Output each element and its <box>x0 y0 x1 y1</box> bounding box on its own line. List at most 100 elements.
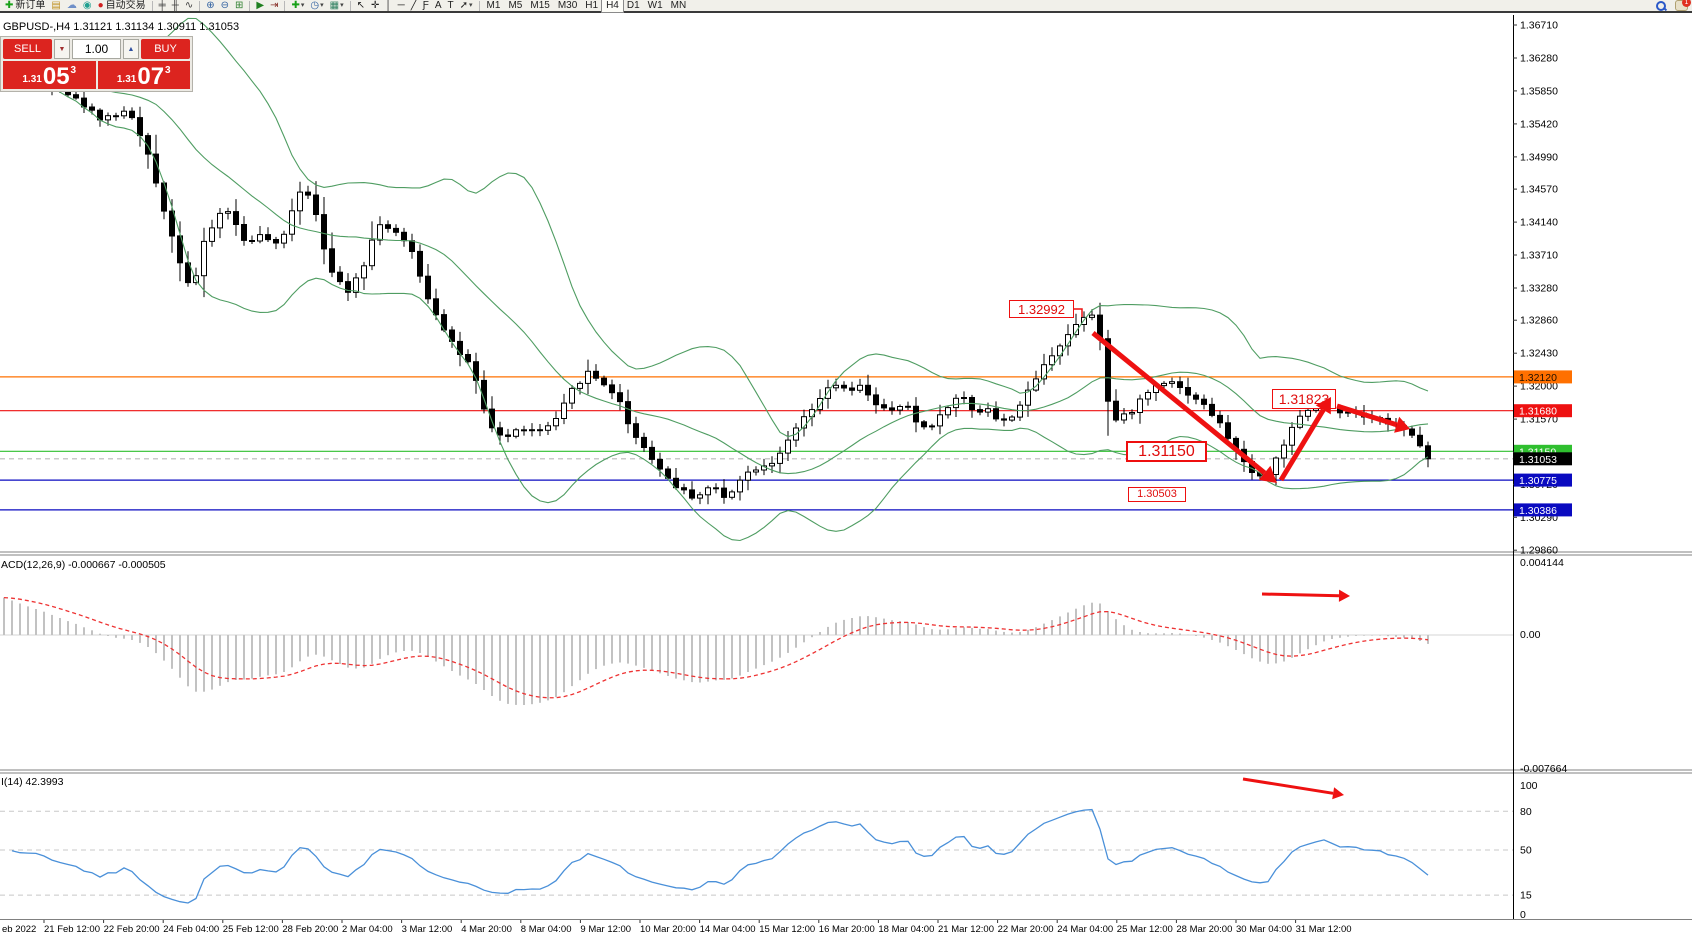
autotrade-button: ● <box>97 0 104 11</box>
price-axis[interactable]: 1.36710 1.36280 1.35850 1.35420 1.34990 1.345… <box>1513 15 1572 919</box>
sell-price-pip: 3 <box>70 65 77 76</box>
tile-windows-icon[interactable]: ⊞ <box>232 0 246 12</box>
price-tag-1.30775: 1.30775 <box>1514 473 1572 487</box>
svg-text:1.32120: 1.32120 <box>1519 372 1557 384</box>
sell-price-panel[interactable]: 1.31 05 3 <box>3 61 96 89</box>
svg-text:25 Mar 12:00: 25 Mar 12:00 <box>1117 924 1173 935</box>
trendline-icon[interactable]: ╱ <box>408 0 420 12</box>
templates-button: ▦ <box>329 0 340 11</box>
text-icon[interactable]: A <box>432 0 445 12</box>
signal-icon[interactable]: ◉ <box>80 0 95 12</box>
price-annotation-1.30503[interactable]: 1.30503 <box>1128 487 1186 502</box>
market-watch-icon[interactable]: ▤ <box>48 0 63 12</box>
rsi-line <box>11 808 1429 904</box>
timeframe-button-m5[interactable]: M5 <box>508 0 523 11</box>
toolbar-separator <box>151 0 153 11</box>
volume-increase-button[interactable]: ▲ <box>123 39 139 59</box>
chevron-down-icon: ▾ <box>300 1 305 9</box>
svg-text:15 Mar 12:00: 15 Mar 12:00 <box>759 924 815 935</box>
chevron-down-icon: ▾ <box>320 1 324 9</box>
time-axis[interactable]: eb 2022 21 Feb 12:00 22 Feb 20:00 24 Feb 04… <box>2 920 1352 935</box>
price-tag-1.31053: 1.31053 <box>1514 452 1572 466</box>
crosshair-icon[interactable]: ✛ <box>368 0 382 12</box>
fibonacci-icon[interactable]: Ƒ <box>420 0 432 12</box>
sell-price-big: 05 <box>42 63 70 90</box>
buy-price-pip: 3 <box>165 65 171 76</box>
zoom-out-icon[interactable]: ⊖ <box>218 0 232 12</box>
timeframe-button-m30[interactable]: M30 <box>557 0 578 11</box>
price-tag-1.30386: 1.30386 <box>1514 503 1572 517</box>
chart-candles-icon[interactable]: ╫ <box>169 0 182 12</box>
fibonacci-icon: Ƒ <box>422 0 429 11</box>
auto-scroll-icon[interactable]: ▶ <box>253 0 267 12</box>
svg-text:1.32860: 1.32860 <box>1520 315 1558 327</box>
price-annotation-1.32992[interactable]: 1.32992 <box>1009 300 1074 318</box>
svg-text:1.31053: 1.31053 <box>1519 454 1557 466</box>
chart-shift-icon[interactable]: ⇥ <box>267 0 281 12</box>
rsi-scale-label: 0 <box>1520 909 1526 921</box>
volume-field[interactable]: 1.00 <box>72 39 121 59</box>
toolbar-right-group: 1 <box>1656 0 1691 12</box>
label-icon: T <box>447 0 454 11</box>
rsi-scale-label: 50 <box>1520 845 1532 857</box>
buy-price-big: 07 <box>137 63 165 90</box>
chevron-down-icon: ▾ <box>469 1 473 9</box>
timeframe-button-h4[interactable]: H4 <box>601 0 624 13</box>
svg-text:21 Feb 12:00: 21 Feb 12:00 <box>44 924 100 935</box>
community-icon[interactable]: ☁ <box>64 0 80 12</box>
buy-button[interactable]: BUY <box>141 39 190 59</box>
svg-text:1.36280: 1.36280 <box>1520 53 1558 65</box>
svg-text:1.32000: 1.32000 <box>1520 381 1558 393</box>
timeframe-button-d1[interactable]: D1 <box>626 0 640 11</box>
vertical-line-icon[interactable]: │ <box>382 0 394 12</box>
search-icon[interactable] <box>1656 1 1668 12</box>
timeframe-button-mn[interactable]: MN <box>670 0 687 11</box>
zoom-in-icon: ⊕ <box>206 0 215 11</box>
chart-shift-icon: ⇥ <box>270 0 279 11</box>
price-annotation-1.31823[interactable]: 1.31823 <box>1272 389 1336 409</box>
rsi-label: I(14) 42.3993 <box>1 776 64 788</box>
indicators-button[interactable]: ✚ ▾ <box>288 0 307 12</box>
shapes-button[interactable]: ➚ ▾ <box>457 0 476 12</box>
autotrade-button-label: 自动交易 <box>105 0 146 11</box>
timeframe-button-m1[interactable]: M1 <box>486 0 501 11</box>
chart-bars-icon[interactable]: ╪ <box>156 0 169 12</box>
timeframe-button-w1[interactable]: W1 <box>647 0 663 11</box>
autotrade-button[interactable]: ● 自动交易 <box>95 0 149 12</box>
new-order-button[interactable]: ✚ 新订单 <box>2 0 48 12</box>
svg-text:16 Mar 20:00: 16 Mar 20:00 <box>819 924 875 935</box>
bollinger-bands <box>35 17 1429 542</box>
candlestick-series <box>1 58 1431 505</box>
svg-text:28 Feb 20:00: 28 Feb 20:00 <box>282 924 338 935</box>
timeframe-button-m15[interactable]: M15 <box>530 0 550 11</box>
one-click-trading-widget: SELL ▼ 1.00 ▲ BUY 1.31 05 3 1.31 07 3 <box>0 36 193 92</box>
market-watch-icon: ▤ <box>51 0 61 11</box>
horizontal-line-icon[interactable]: ─ <box>395 0 408 12</box>
trendline-icon: ╱ <box>410 0 417 11</box>
periods-button[interactable]: ◷ ▾ <box>307 0 326 12</box>
templates-button[interactable]: ▦ ▾ <box>327 0 347 12</box>
svg-text:1.30386: 1.30386 <box>1519 505 1557 517</box>
cursor-icon[interactable]: ↖ <box>354 0 368 12</box>
macd-scale-label: 0.00 <box>1520 629 1541 641</box>
svg-text:1.35420: 1.35420 <box>1520 118 1558 130</box>
toolbar: ✚ 新订单 ▤ ☁ ◉ ● 自动交易 ╪ ╫ ∿ ⊕ ⊖ ⊞ ▶ ⇥ ✚ ▾ ◷ ▾ ▦ ▾ ↖ ✛ │ ─ ╱ Ƒ A T ➚ ▾ M1 M5… <box>0 0 1692 13</box>
periods-button: ◷ <box>310 0 320 11</box>
auto-scroll-icon: ▶ <box>256 0 265 11</box>
volume-decrease-button[interactable]: ▼ <box>54 39 70 59</box>
label-icon[interactable]: T <box>445 0 457 12</box>
messages-icon[interactable]: 1 <box>1675 0 1691 11</box>
svg-text:25 Feb 12:00: 25 Feb 12:00 <box>223 924 279 935</box>
svg-text:1.33280: 1.33280 <box>1520 283 1558 295</box>
chart-line-icon[interactable]: ∿ <box>182 0 196 12</box>
price-tag-1.32120: 1.32120 <box>1514 370 1572 384</box>
zoom-in-icon[interactable]: ⊕ <box>203 0 217 12</box>
price-annotation-1.31150[interactable]: 1.31150 <box>1126 441 1207 462</box>
chart-candles-icon: ╫ <box>171 0 179 11</box>
buy-price-panel[interactable]: 1.31 07 3 <box>97 61 190 90</box>
timeframe-button-h1[interactable]: H1 <box>585 0 599 11</box>
sell-button[interactable]: SELL <box>3 39 52 59</box>
svg-text:14 Mar 04:00: 14 Mar 04:00 <box>700 924 756 935</box>
